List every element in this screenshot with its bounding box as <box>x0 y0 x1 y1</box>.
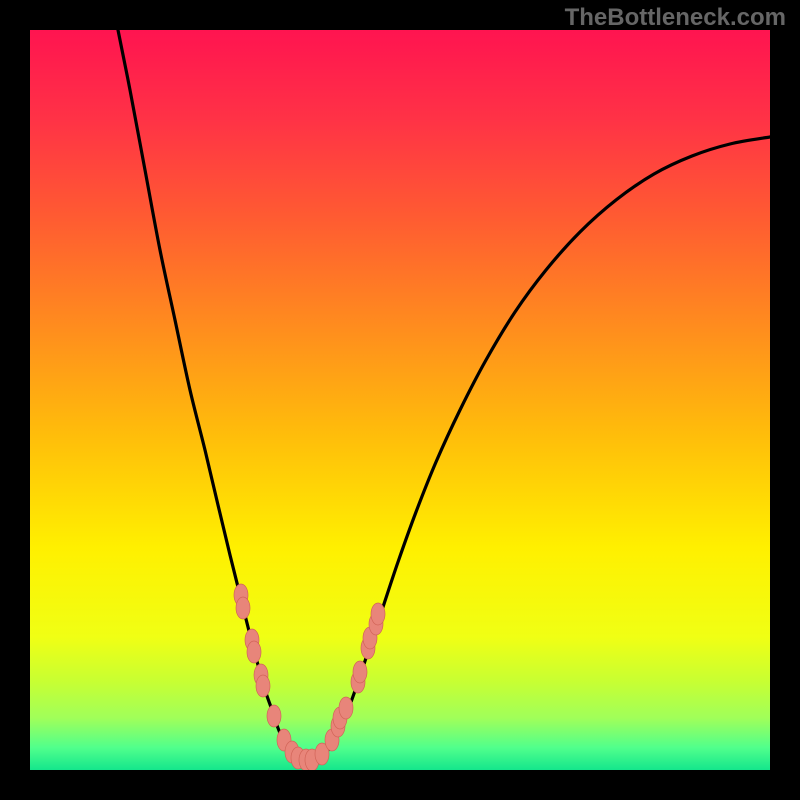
data-marker <box>371 603 385 625</box>
data-marker <box>236 597 250 619</box>
bottleneck-chart-svg <box>30 30 770 770</box>
data-marker <box>247 641 261 663</box>
data-marker <box>353 661 367 683</box>
watermark-text: TheBottleneck.com <box>565 4 786 32</box>
data-marker <box>267 705 281 727</box>
chart-plot-area <box>30 30 770 770</box>
data-marker <box>339 697 353 719</box>
data-marker <box>256 675 270 697</box>
